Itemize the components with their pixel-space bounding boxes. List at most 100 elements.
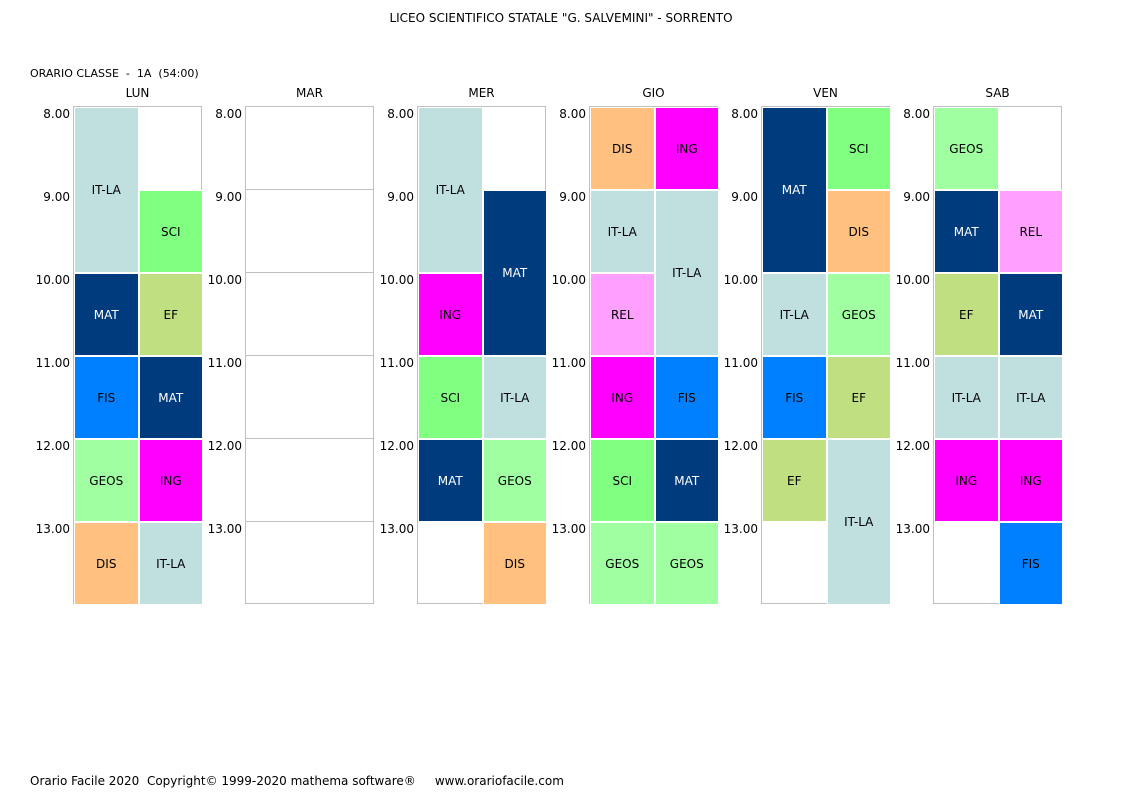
hour-label: 10.00 [895, 273, 930, 287]
day-header-mar: MAR [296, 86, 323, 100]
hour-label: 13.00 [207, 522, 242, 536]
hour-label: 13.00 [723, 522, 758, 536]
hour-label: 12.00 [207, 439, 242, 453]
hour-divider [246, 438, 373, 439]
day-header-ven: VEN [813, 86, 838, 100]
hour-label: 11.00 [551, 356, 586, 370]
hour-label: 9.00 [559, 190, 586, 204]
hour-divider [246, 189, 373, 190]
lesson-cell: EF [138, 273, 203, 356]
hour-label: 9.00 [215, 190, 242, 204]
day-header-gio: GIO [642, 86, 665, 100]
lesson-cell: ING [934, 439, 999, 522]
hour-label: 8.00 [903, 107, 930, 121]
hour-label: 11.00 [207, 356, 242, 370]
hour-label: 10.00 [723, 273, 758, 287]
lesson-cell: IT-LA [138, 522, 203, 605]
lesson-cell: IT-LA [654, 190, 719, 356]
lesson-cell: MAT [762, 107, 827, 273]
lesson-cell: GEOS [826, 273, 891, 356]
hour-label: 8.00 [387, 107, 414, 121]
lesson-cell: IT-LA [826, 439, 891, 605]
hour-label: 9.00 [903, 190, 930, 204]
lesson-cell: IT-LA [998, 356, 1063, 439]
hour-label: 12.00 [895, 439, 930, 453]
hour-label: 10.00 [207, 273, 242, 287]
lesson-cell: IT-LA [762, 273, 827, 356]
lesson-cell: DIS [590, 107, 655, 190]
lesson-cell: FIS [998, 522, 1063, 605]
lesson-cell: GEOS [74, 439, 139, 522]
school-title: LICEO SCIENTIFICO STATALE "G. SALVEMINI"… [389, 11, 733, 25]
lesson-cell: FIS [74, 356, 139, 439]
lesson-cell: EF [762, 439, 827, 522]
lesson-cell: GEOS [590, 522, 655, 605]
hour-divider [246, 521, 373, 522]
lesson-cell: MAT [654, 439, 719, 522]
lesson-cell: FIS [654, 356, 719, 439]
lesson-cell: FIS [762, 356, 827, 439]
hour-label: 11.00 [35, 356, 70, 370]
lesson-cell: SCI [590, 439, 655, 522]
lesson-cell: ING [418, 273, 483, 356]
hour-label: 11.00 [723, 356, 758, 370]
hour-label: 10.00 [35, 273, 70, 287]
hour-label: 12.00 [551, 439, 586, 453]
hour-label: 8.00 [559, 107, 586, 121]
hour-label: 8.00 [731, 107, 758, 121]
hour-label: 13.00 [35, 522, 70, 536]
lesson-cell: REL [998, 190, 1063, 273]
lesson-cell: IT-LA [934, 356, 999, 439]
day-grid-mar [245, 106, 374, 604]
lesson-cell: GEOS [482, 439, 547, 522]
lesson-cell: MAT [934, 190, 999, 273]
hour-label: 12.00 [35, 439, 70, 453]
lesson-cell: MAT [74, 273, 139, 356]
day-grid-lun: IT-LA SCI MAT EF FIS MAT GEOS ING DIS IT-LA [73, 106, 203, 605]
lesson-cell: REL [590, 273, 655, 356]
hour-label: 12.00 [379, 439, 414, 453]
day-grid-mer: IT-LA MAT ING SCI IT-LA MAT GEOS DIS [417, 106, 547, 605]
day-grid-gio: DIS ING IT-LA IT-LA REL ING FIS SCI MAT GEOS GEOS [589, 106, 719, 605]
lesson-cell: DIS [74, 522, 139, 605]
lesson-cell: IT-LA [482, 356, 547, 439]
lesson-cell: MAT [482, 190, 547, 356]
lesson-cell: ING [138, 439, 203, 522]
lesson-cell: GEOS [654, 522, 719, 605]
lesson-cell: IT-LA [418, 107, 483, 273]
hour-label: 13.00 [379, 522, 414, 536]
lesson-cell: IT-LA [74, 107, 139, 273]
lesson-cell: ING [998, 439, 1063, 522]
day-header-mer: MER [468, 86, 495, 100]
hour-label: 9.00 [43, 190, 70, 204]
hour-label: 10.00 [551, 273, 586, 287]
hour-label: 13.00 [551, 522, 586, 536]
lesson-cell: MAT [998, 273, 1063, 356]
footer-credits: Orario Facile 2020 Copyright© 1999-2020 … [30, 774, 564, 788]
lesson-cell: DIS [482, 522, 547, 605]
hour-divider [246, 355, 373, 356]
day-grid-sab: GEOS MAT REL EF MAT IT-LA IT-LA ING ING FIS [933, 106, 1063, 605]
lesson-cell: IT-LA [590, 190, 655, 273]
lesson-cell: SCI [826, 107, 891, 190]
class-label: ORARIO CLASSE - 1A (54:00) [30, 67, 199, 80]
lesson-cell: MAT [138, 356, 203, 439]
hour-label: 11.00 [895, 356, 930, 370]
hour-label: 13.00 [895, 522, 930, 536]
hour-label: 9.00 [731, 190, 758, 204]
hour-label: 12.00 [723, 439, 758, 453]
lesson-cell: ING [590, 356, 655, 439]
hour-label: 11.00 [379, 356, 414, 370]
lesson-cell: EF [826, 356, 891, 439]
lesson-cell: ING [654, 107, 719, 190]
lesson-cell: SCI [138, 190, 203, 273]
day-header-lun: LUN [125, 86, 150, 100]
hour-label: 8.00 [215, 107, 242, 121]
lesson-cell: MAT [418, 439, 483, 522]
day-grid-ven: MAT SCI DIS IT-LA GEOS FIS EF EF IT-LA [761, 106, 891, 605]
day-header-sab: SAB [985, 86, 1010, 100]
hour-label: 9.00 [387, 190, 414, 204]
lesson-cell: EF [934, 273, 999, 356]
lesson-cell: SCI [418, 356, 483, 439]
hour-label: 8.00 [43, 107, 70, 121]
